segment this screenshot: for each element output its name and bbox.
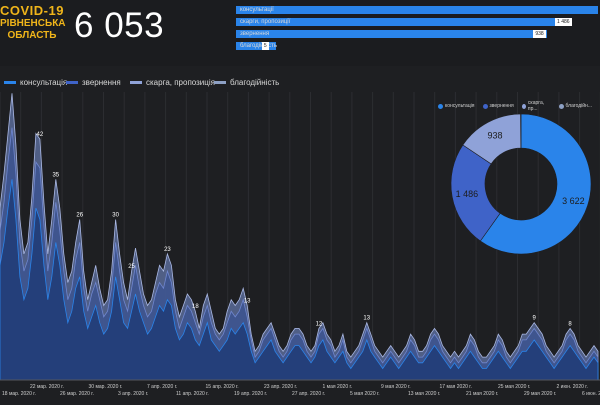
legend-swatch xyxy=(66,81,78,84)
x-tick-label: 29 мая 2020 г. xyxy=(524,391,556,397)
peak-label: 12 xyxy=(316,321,323,327)
brand-region-line2: ОБЛАСТЬ xyxy=(0,30,64,42)
x-tick-label: 9 мая 2020 г. xyxy=(381,384,411,390)
x-tick-label: 21 мая 2020 г. xyxy=(466,391,498,397)
brand-title: COVID-19 xyxy=(0,3,64,18)
summary-row: консультації xyxy=(236,6,598,17)
x-tick-label: 13 мая 2020 г. xyxy=(408,391,440,397)
chart-legend: консультація звернення скарга, пропозиція б… xyxy=(0,78,600,90)
donut-chart: 3 622 1 486 938 xyxy=(436,108,600,278)
legend-swatch xyxy=(4,81,16,84)
summary-label: звернення xyxy=(240,30,269,38)
legend-swatch xyxy=(214,81,226,84)
x-tick-label: 15 апр. 2020 г. xyxy=(206,384,239,390)
summary-label: благодійність xyxy=(240,42,277,50)
summary-value: 5 xyxy=(262,42,269,50)
peak-label: 13 xyxy=(363,316,370,322)
x-tick-label: 23 апр. 2020 г. xyxy=(264,384,297,390)
x-tick-label: 19 апр. 2020 г. xyxy=(234,391,267,397)
legend-item[interactable]: звернення xyxy=(66,78,121,87)
legend-item[interactable]: консультація xyxy=(4,78,67,87)
brand-block: COVID-19 РІВНЕНСЬКА ОБЛАСТЬ xyxy=(0,3,64,42)
summary-row: звернення 938 xyxy=(236,30,598,41)
peak-label: 30 xyxy=(112,212,119,218)
legend-label: благодійність xyxy=(230,78,279,87)
summary-label: консультації xyxy=(240,6,274,14)
legend-item[interactable]: благодійність xyxy=(214,78,279,87)
x-tick-label: 25 мая 2020 г. xyxy=(498,384,530,390)
x-tick-label: 5 мая 2020 г. xyxy=(350,391,380,397)
legend-label: консультація xyxy=(20,78,67,87)
x-tick-label: 1 мая 2020 г. xyxy=(323,384,353,390)
x-tick-label: 6 июн. 2020 г. xyxy=(582,391,600,397)
legend-swatch xyxy=(130,81,142,84)
total-count: 6 053 xyxy=(74,6,164,46)
x-tick-label: 2 июн. 2020 г. xyxy=(557,384,588,390)
x-tick-label: 18 мар. 2020 г. xyxy=(2,391,36,397)
x-tick-label: 27 апр. 2020 г. xyxy=(292,391,325,397)
donut-slice-label: 1 486 xyxy=(456,189,479,199)
x-tick-label: 11 апр. 2020 г. xyxy=(176,391,209,397)
summary-bar xyxy=(236,6,598,14)
legend-label: звернення xyxy=(82,78,121,87)
donut-slice-label: 938 xyxy=(487,131,502,141)
header-bar: COVID-19 РІВНЕНСЬКА ОБЛАСТЬ 6 053 консул… xyxy=(0,0,600,66)
peak-label: 18 xyxy=(192,304,199,310)
summary-bar-chart: консультації скарги, пропозиції 1 486 зверн… xyxy=(236,6,598,54)
legend-label: скарга, пропозиція xyxy=(146,78,215,87)
summary-row: скарги, пропозиції 1 486 xyxy=(236,18,598,29)
summary-value: 1 486 xyxy=(555,18,572,26)
peak-label: 23 xyxy=(164,247,171,253)
summary-value: 938 xyxy=(533,30,545,38)
peak-label: 9 xyxy=(533,316,537,322)
peak-label: 25 xyxy=(128,264,135,270)
donut-slice-label: 3 622 xyxy=(562,196,585,206)
summary-bar xyxy=(236,30,547,38)
legend-item[interactable]: скарга, пропозиція xyxy=(130,78,215,87)
x-tick-label: 22 мар. 2020 г. xyxy=(30,384,64,390)
x-tick-label: 30 мар. 2020 г. xyxy=(89,384,123,390)
peak-label: 8 xyxy=(568,321,572,327)
brand-region-line1: РІВНЕНСЬКА xyxy=(0,18,64,30)
peak-label: 13 xyxy=(244,298,251,304)
peak-label: 26 xyxy=(76,212,83,218)
x-tick-label: 3 апр. 2020 г. xyxy=(118,391,148,397)
x-tick-label: 17 мая 2020 г. xyxy=(440,384,472,390)
peak-label: 35 xyxy=(52,172,59,178)
x-tick-label: 7 апр. 2020 г. xyxy=(147,384,177,390)
x-tick-label: 26 мар. 2020 г. xyxy=(60,391,94,397)
peak-label: 42 xyxy=(37,132,44,138)
summary-label: скарги, пропозиції xyxy=(240,18,290,26)
